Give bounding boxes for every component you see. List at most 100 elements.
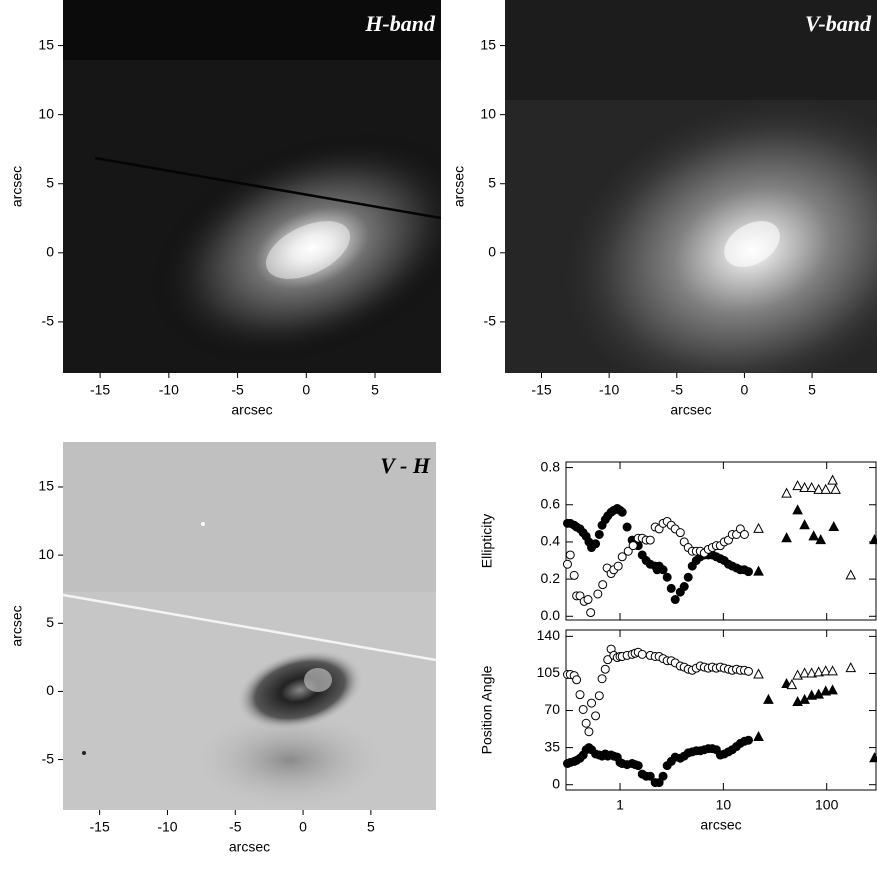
point	[806, 481, 817, 493]
x-tick-label: -15	[90, 382, 110, 398]
y-axis-label: Position Angle	[479, 665, 495, 754]
x-tick-label: 0	[302, 382, 310, 398]
point	[628, 541, 638, 551]
point	[581, 718, 591, 728]
point	[808, 530, 819, 541]
x-tick-label: -10	[599, 382, 619, 398]
point	[670, 595, 680, 605]
y-tick-label: 0.0	[541, 607, 561, 623]
y-tick-label: 5	[46, 614, 54, 630]
x-tick-label: -10	[157, 819, 177, 835]
point	[617, 507, 627, 517]
point	[662, 572, 672, 582]
x-tick-label: -5	[671, 382, 684, 398]
point	[799, 667, 810, 678]
point	[845, 569, 857, 580]
y-axis-label: Ellipticity	[479, 514, 495, 568]
y-axis-label: arcsec	[9, 605, 25, 646]
point	[586, 608, 596, 618]
y-tick-label: 0	[488, 244, 496, 260]
point	[603, 655, 613, 665]
y-tick-label: 140	[537, 627, 561, 643]
point	[799, 481, 810, 493]
y-axis-label: arcsec	[9, 166, 25, 207]
x-tick-label: 100	[815, 797, 839, 813]
y-tick-label: 0	[46, 244, 54, 260]
point	[593, 589, 603, 599]
point	[827, 665, 838, 676]
plot-frame	[565, 629, 877, 791]
point	[583, 595, 593, 605]
x-tick-label: -5	[231, 382, 244, 398]
y-tick-label: 10	[38, 546, 54, 562]
point	[613, 561, 623, 571]
y-tick-label: 105	[537, 664, 561, 680]
point	[645, 771, 655, 781]
y-tick-label: -5	[42, 750, 55, 766]
point	[575, 690, 585, 700]
point	[587, 698, 597, 708]
point	[572, 675, 582, 685]
point	[827, 474, 838, 485]
x-tick-label: 10	[716, 797, 732, 813]
point	[565, 550, 575, 560]
y-tick-label: 0.4	[541, 533, 561, 549]
point	[594, 529, 604, 539]
point	[753, 730, 764, 742]
y-tick-label: 10	[480, 105, 496, 121]
point	[792, 480, 803, 491]
x-tick-label: -10	[159, 382, 179, 398]
point	[622, 522, 632, 532]
point	[591, 711, 601, 721]
x-tick-label: 5	[371, 382, 379, 398]
panel-title: V-band	[805, 11, 872, 36]
x-axis-label: arcsec	[700, 817, 741, 833]
point	[584, 727, 594, 737]
y-tick-label: 0.6	[541, 495, 561, 511]
x-tick-label: 0	[299, 819, 307, 835]
point	[753, 522, 764, 533]
point	[679, 582, 689, 592]
x-tick-label: 1	[616, 797, 624, 813]
x-tick-label: -5	[229, 819, 242, 835]
y-tick-label: -5	[42, 313, 55, 329]
v-h-image	[63, 442, 436, 810]
x-tick-label: -15	[531, 382, 551, 398]
y-tick-label: -5	[484, 313, 497, 329]
x-axis-label: arcsec	[670, 402, 711, 418]
y-tick-label: 5	[46, 174, 54, 190]
x-tick-label: 5	[808, 382, 816, 398]
point	[637, 649, 647, 659]
point	[578, 704, 588, 714]
x-tick-label: 5	[367, 819, 375, 835]
point	[830, 483, 841, 494]
point	[600, 664, 610, 674]
panel-title: V - H	[380, 453, 431, 478]
point	[658, 771, 668, 781]
h-band-image	[63, 0, 441, 373]
point	[562, 559, 572, 569]
point	[799, 519, 810, 530]
y-tick-label: 15	[38, 36, 54, 52]
point	[598, 580, 608, 590]
y-tick-label: 0.8	[541, 458, 561, 474]
point	[633, 761, 643, 771]
point	[845, 662, 857, 673]
point	[753, 668, 764, 679]
y-tick-label: 15	[38, 478, 54, 494]
point	[597, 674, 607, 684]
point	[739, 529, 749, 539]
point	[828, 520, 840, 532]
point	[666, 583, 676, 593]
point	[813, 483, 824, 494]
point	[820, 685, 832, 696]
y-tick-label: 35	[544, 738, 560, 754]
point	[743, 567, 753, 577]
point	[675, 528, 685, 538]
point	[827, 684, 838, 695]
point	[820, 483, 832, 494]
x-tick-label: 0	[741, 382, 749, 398]
y-tick-label: 0.2	[541, 570, 561, 586]
point	[654, 778, 664, 788]
